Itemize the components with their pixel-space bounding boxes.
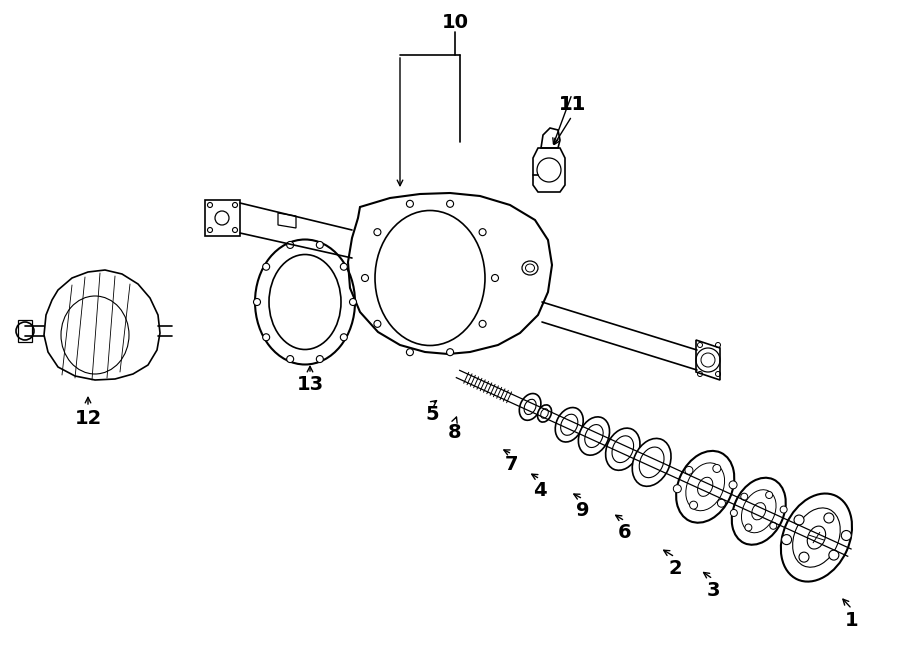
Text: 11: 11 (558, 95, 586, 114)
Circle shape (374, 229, 381, 236)
Circle shape (479, 229, 486, 236)
Ellipse shape (781, 494, 852, 582)
Circle shape (407, 349, 413, 356)
Ellipse shape (633, 438, 671, 486)
Ellipse shape (676, 451, 734, 523)
Circle shape (770, 522, 777, 529)
Circle shape (263, 334, 270, 341)
Circle shape (479, 321, 486, 327)
Circle shape (316, 241, 323, 249)
Ellipse shape (537, 405, 552, 422)
Ellipse shape (579, 417, 609, 455)
Circle shape (685, 467, 693, 475)
Ellipse shape (555, 408, 583, 442)
Circle shape (491, 274, 499, 282)
Circle shape (766, 492, 772, 498)
Circle shape (287, 241, 293, 249)
Circle shape (340, 263, 347, 270)
Text: 6: 6 (618, 522, 632, 541)
Circle shape (673, 485, 681, 492)
Circle shape (731, 510, 737, 516)
Circle shape (362, 274, 368, 282)
Text: 12: 12 (75, 408, 102, 428)
Circle shape (745, 524, 751, 531)
Text: 7: 7 (505, 455, 518, 475)
Circle shape (349, 299, 356, 305)
Circle shape (781, 535, 792, 545)
Text: 11: 11 (558, 95, 586, 114)
Circle shape (717, 499, 725, 507)
Circle shape (794, 515, 804, 525)
Text: 10: 10 (442, 13, 469, 32)
Text: 13: 13 (296, 375, 324, 395)
Ellipse shape (519, 393, 541, 420)
Circle shape (824, 513, 834, 523)
Circle shape (287, 356, 293, 363)
Ellipse shape (732, 478, 786, 545)
Text: 3: 3 (706, 580, 720, 600)
Circle shape (254, 299, 260, 305)
Circle shape (741, 493, 748, 500)
Circle shape (263, 263, 270, 270)
Circle shape (340, 334, 347, 341)
Circle shape (842, 531, 851, 541)
Circle shape (713, 465, 721, 473)
Circle shape (407, 200, 413, 208)
Ellipse shape (606, 428, 640, 470)
Circle shape (689, 501, 698, 509)
Circle shape (780, 506, 788, 513)
Circle shape (446, 200, 454, 208)
Circle shape (316, 356, 323, 363)
Text: 4: 4 (533, 481, 547, 500)
Circle shape (374, 321, 381, 327)
Circle shape (729, 481, 737, 489)
Circle shape (829, 550, 839, 560)
Text: 8: 8 (448, 422, 462, 442)
Circle shape (799, 552, 809, 562)
Text: 1: 1 (845, 611, 859, 629)
Circle shape (446, 349, 454, 356)
Text: 5: 5 (425, 405, 439, 424)
Text: 2: 2 (668, 559, 682, 578)
Text: 9: 9 (576, 500, 590, 520)
